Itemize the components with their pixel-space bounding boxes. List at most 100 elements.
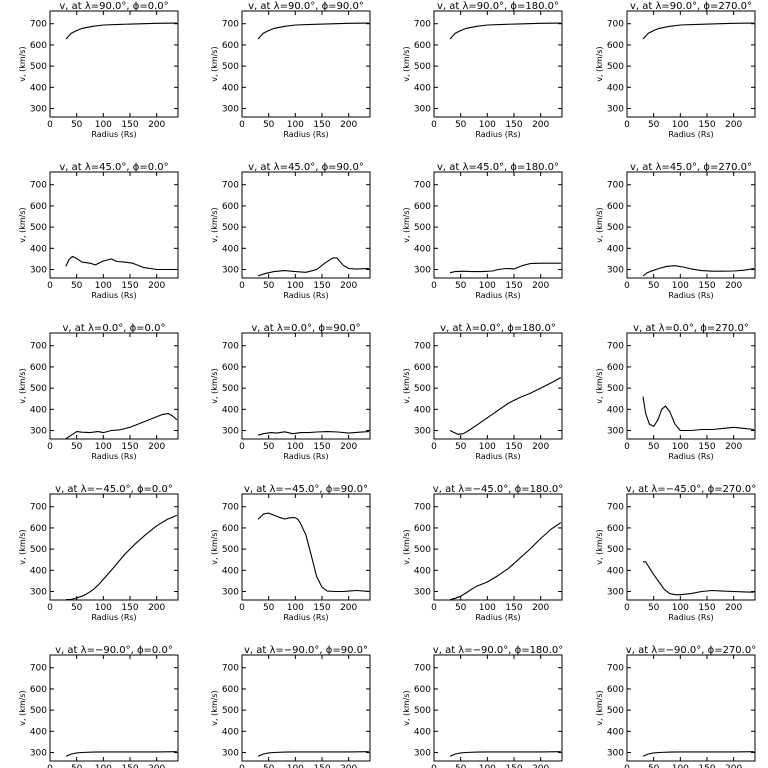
plot-frame xyxy=(626,654,756,762)
y-tick-label: 600 xyxy=(607,202,624,212)
panel-11: v, at λ=0.0°, ϕ=270.0° 0 50 100 150 200 300 400… xyxy=(595,323,756,461)
x-tick-label: 100 xyxy=(95,120,112,130)
panel-19: v, at λ=−90.0°, ϕ=270.0° 0 50 100 150 200 300 4… xyxy=(595,645,756,768)
panel-title: v, at λ=90.0°, ϕ=270.0° xyxy=(630,1,752,12)
x-tick-label: 50 xyxy=(648,603,660,613)
x-axis-label: Radius (Rs) xyxy=(283,452,328,461)
y-tick-label: 500 xyxy=(222,545,239,555)
x-tick-label: 50 xyxy=(648,442,660,452)
y-tick-label: 300 xyxy=(222,588,239,598)
x-tick-label: 100 xyxy=(479,281,496,291)
y-axis-label: v, (km/s) xyxy=(402,207,411,242)
x-tick-label: 100 xyxy=(287,603,304,613)
series-line xyxy=(257,751,369,757)
panel-title: v, at λ=45.0°, ϕ=270.0° xyxy=(630,162,752,173)
panel-title: v, at λ=90.0°, ϕ=180.0° xyxy=(437,1,559,12)
plot-frame xyxy=(49,10,179,118)
y-axis-label: v, (km/s) xyxy=(595,529,604,564)
x-tick-label: 200 xyxy=(340,603,357,613)
y-axis-label: v, (km/s) xyxy=(18,207,27,242)
plot-frame xyxy=(241,493,371,601)
panel-title: v, at λ=−45.0°, ϕ=0.0° xyxy=(55,484,173,495)
x-tick-label: 50 xyxy=(455,603,467,613)
y-tick-label: 400 xyxy=(607,566,624,576)
y-tick-label: 600 xyxy=(414,363,431,373)
panel-title: v, at λ=45.0°, ϕ=90.0° xyxy=(248,162,364,173)
panel-1: v, at λ=90.0°, ϕ=90.0° 0 50 100 150 200 300 400… xyxy=(210,1,371,139)
x-tick-label: 0 xyxy=(431,764,437,768)
y-tick-label: 500 xyxy=(30,384,47,394)
x-tick-label: 100 xyxy=(672,120,689,130)
x-axis-label: Radius (Rs) xyxy=(283,130,328,139)
series-line xyxy=(257,431,369,436)
y-tick-label: 700 xyxy=(607,503,624,513)
y-tick-label: 500 xyxy=(414,384,431,394)
x-tick-label: 150 xyxy=(698,442,715,452)
y-axis-label: v, (km/s) xyxy=(18,46,27,81)
x-axis-label: Radius (Rs) xyxy=(91,452,136,461)
y-axis-label: v, (km/s) xyxy=(210,46,219,81)
y-tick-label: 300 xyxy=(30,105,47,115)
series-line xyxy=(449,377,562,435)
x-tick-label: 0 xyxy=(47,442,53,452)
panel-title: v, at λ=−45.0°, ϕ=180.0° xyxy=(433,484,563,495)
y-tick-label: 700 xyxy=(222,342,239,352)
y-tick-label: 300 xyxy=(30,266,47,276)
panel-title: v, at λ=45.0°, ϕ=0.0° xyxy=(59,162,168,173)
x-tick-label: 50 xyxy=(71,603,83,613)
x-axis-label: Radius (Rs) xyxy=(475,291,520,300)
x-tick-label: 150 xyxy=(121,764,138,768)
x-tick-label: 200 xyxy=(532,281,549,291)
y-tick-label: 700 xyxy=(414,664,431,674)
panel-0: v, at λ=90.0°, ϕ=0.0° 0 50 100 150 200 300 400 5… xyxy=(18,1,179,139)
x-tick-label: 200 xyxy=(148,442,165,452)
y-tick-label: 700 xyxy=(222,664,239,674)
plot-frame xyxy=(626,332,756,440)
x-tick-label: 100 xyxy=(95,281,112,291)
y-axis-label: v, (km/s) xyxy=(402,529,411,564)
x-tick-label: 150 xyxy=(698,603,715,613)
x-tick-label: 150 xyxy=(313,281,330,291)
panel-title: v, at λ=−90.0°, ϕ=270.0° xyxy=(626,645,756,656)
y-tick-label: 400 xyxy=(607,405,624,415)
y-tick-label: 300 xyxy=(607,588,624,598)
plot-frame xyxy=(433,332,563,440)
x-axis-label: Radius (Rs) xyxy=(668,613,713,622)
panel-title: v, at λ=−45.0°, ϕ=270.0° xyxy=(626,484,756,495)
x-tick-label: 150 xyxy=(313,764,330,768)
y-tick-label: 600 xyxy=(30,363,47,373)
x-tick-label: 200 xyxy=(532,120,549,130)
x-tick-label: 200 xyxy=(148,120,165,130)
x-tick-label: 0 xyxy=(239,442,245,452)
y-tick-label: 300 xyxy=(607,427,624,437)
y-axis-label: v, (km/s) xyxy=(210,207,219,242)
y-tick-label: 700 xyxy=(607,20,624,30)
y-tick-label: 600 xyxy=(414,524,431,534)
x-tick-label: 150 xyxy=(698,764,715,768)
x-tick-label: 150 xyxy=(313,120,330,130)
y-tick-label: 500 xyxy=(30,545,47,555)
y-axis-label: v, (km/s) xyxy=(18,690,27,725)
y-axis-label: v, (km/s) xyxy=(595,207,604,242)
x-tick-label: 0 xyxy=(431,603,437,613)
x-tick-label: 100 xyxy=(672,764,689,768)
x-tick-label: 150 xyxy=(698,281,715,291)
plot-frame xyxy=(626,10,756,118)
y-tick-label: 300 xyxy=(222,749,239,759)
x-tick-label: 150 xyxy=(313,603,330,613)
y-tick-label: 300 xyxy=(607,266,624,276)
y-tick-label: 400 xyxy=(414,244,431,254)
series-line xyxy=(65,751,177,757)
y-tick-label: 700 xyxy=(30,181,47,191)
y-tick-label: 400 xyxy=(222,83,239,93)
y-tick-label: 300 xyxy=(607,749,624,759)
x-tick-label: 100 xyxy=(287,442,304,452)
x-tick-label: 0 xyxy=(47,281,53,291)
y-tick-label: 500 xyxy=(414,545,431,555)
y-axis-label: v, (km/s) xyxy=(210,690,219,725)
x-tick-label: 100 xyxy=(287,120,304,130)
x-tick-label: 50 xyxy=(648,120,660,130)
series-line xyxy=(643,561,754,596)
x-tick-label: 200 xyxy=(725,442,742,452)
x-tick-label: 100 xyxy=(479,120,496,130)
